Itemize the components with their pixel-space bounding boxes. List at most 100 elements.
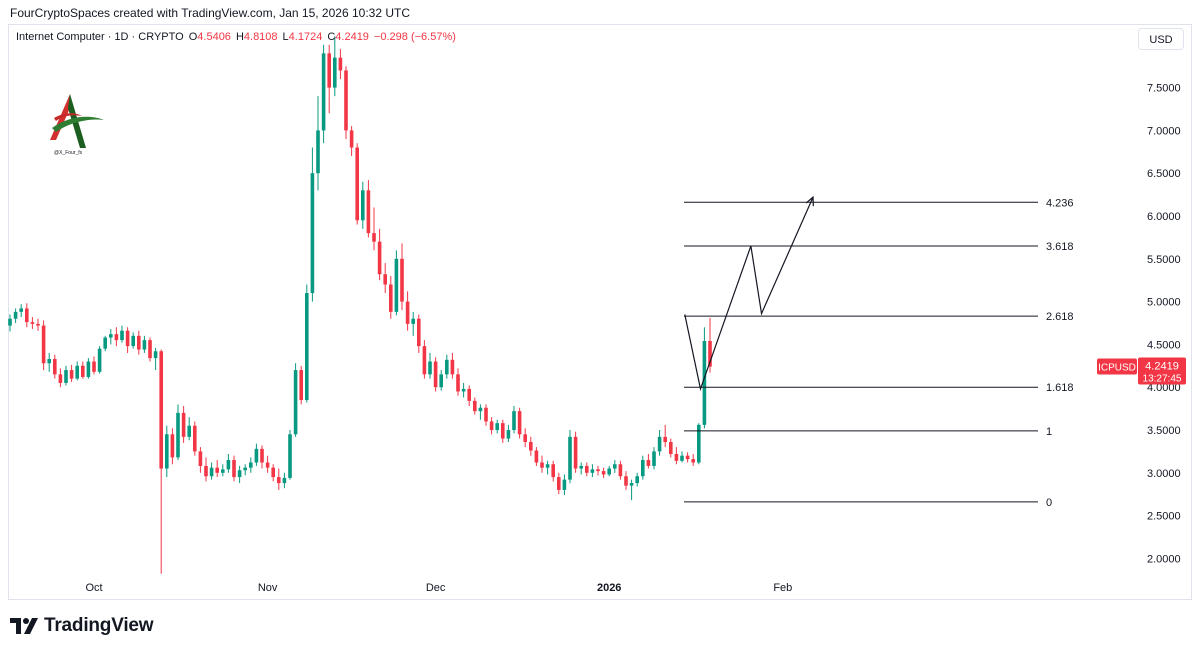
candle xyxy=(439,370,443,391)
candle xyxy=(450,352,455,379)
candle xyxy=(243,464,247,476)
candle xyxy=(69,364,74,383)
candle xyxy=(635,472,639,487)
candle-body xyxy=(349,130,354,148)
candle-body xyxy=(305,293,309,401)
projection-path[interactable] xyxy=(684,195,814,392)
candle-body xyxy=(445,359,449,375)
candle-body xyxy=(187,425,191,437)
candle xyxy=(411,311,415,336)
candle-body xyxy=(232,459,236,478)
watermark-logo: @X_Four_fs xyxy=(50,94,104,156)
candle xyxy=(25,303,29,328)
candle-body xyxy=(389,284,393,312)
candle-body xyxy=(523,434,527,442)
candle xyxy=(405,291,410,331)
candle xyxy=(573,431,578,473)
candle xyxy=(254,443,259,466)
candle-body xyxy=(81,365,85,377)
candle xyxy=(417,314,421,353)
candle-body xyxy=(226,459,231,470)
candle-body xyxy=(461,388,466,392)
logo-swoosh-red xyxy=(54,113,82,121)
x-tick-label: Nov xyxy=(258,582,278,594)
candle-body xyxy=(473,400,477,412)
candle xyxy=(545,460,550,475)
candle-body xyxy=(669,441,673,454)
candle xyxy=(400,243,404,311)
candle xyxy=(344,66,348,139)
candle xyxy=(495,419,499,434)
candle-body xyxy=(103,337,107,349)
candle-body xyxy=(338,57,343,71)
candle xyxy=(445,354,449,379)
candle-body xyxy=(271,467,275,478)
candle-body xyxy=(641,459,645,477)
candle xyxy=(657,430,662,456)
candle-body xyxy=(47,358,51,364)
candle-body xyxy=(148,340,152,359)
candle xyxy=(36,318,40,331)
candle xyxy=(523,428,527,448)
candle-body xyxy=(165,434,169,469)
candle xyxy=(282,472,287,489)
candle xyxy=(596,465,600,476)
candle-body xyxy=(355,147,359,221)
fib-level-label: 3.618 xyxy=(1046,241,1074,253)
tradingview-icon xyxy=(10,618,38,634)
candle xyxy=(372,207,376,251)
currency-button[interactable]: USD xyxy=(1138,28,1184,50)
candle-body xyxy=(708,340,712,367)
candle-body xyxy=(624,476,628,486)
candle-body xyxy=(153,351,158,359)
candle xyxy=(131,332,135,349)
tradingview-wordmark: TradingView xyxy=(44,615,154,636)
legend-open-value: 4.5406 xyxy=(197,31,231,43)
symbol-legend: Internet Computer · 1D · CRYPTO O4.5406 H4… xyxy=(16,31,456,43)
candle-body xyxy=(86,361,91,377)
candle-body xyxy=(64,370,68,383)
candle-body xyxy=(299,370,303,401)
y-tick-label: 3.0000 xyxy=(1147,468,1181,480)
candle xyxy=(529,436,533,456)
candle xyxy=(109,328,113,345)
projection-line xyxy=(684,196,814,392)
candle xyxy=(125,327,130,353)
candle-body xyxy=(450,359,455,375)
candle xyxy=(226,453,231,473)
fib-extension[interactable]: 0 1 1.618 2.618 3.618 4.236 xyxy=(684,197,1074,509)
candle xyxy=(148,337,152,362)
candle xyxy=(193,421,197,456)
candle xyxy=(607,465,611,477)
candle xyxy=(697,423,701,465)
candle-body xyxy=(159,351,163,469)
candle xyxy=(271,464,275,482)
candle xyxy=(540,455,544,473)
candle-body xyxy=(181,412,186,437)
candle-body xyxy=(590,469,595,473)
candle xyxy=(383,263,387,294)
candle-body xyxy=(428,361,432,375)
candle xyxy=(260,445,264,469)
candle-body xyxy=(288,434,292,478)
y-tick-label: 7.0000 xyxy=(1147,125,1181,137)
y-tick-label: 5.5000 xyxy=(1147,254,1181,266)
candle-body xyxy=(19,308,23,312)
candle-body xyxy=(125,330,130,347)
candle-body xyxy=(30,322,35,324)
candle-body xyxy=(237,470,242,478)
candle-body xyxy=(545,464,550,468)
y-tick-label: 3.5000 xyxy=(1147,425,1181,437)
candle-body xyxy=(573,436,578,469)
logo-handle: @X_Four_fs xyxy=(54,150,83,156)
x-tick-label: 2026 xyxy=(597,582,621,594)
candle xyxy=(277,468,281,490)
candle xyxy=(170,428,175,465)
candle xyxy=(198,447,203,473)
candle-body xyxy=(529,441,533,451)
candle-body xyxy=(58,374,63,383)
tradingview-logo[interactable]: TradingView xyxy=(10,615,154,637)
candle-body xyxy=(585,465,589,473)
candle-body xyxy=(646,459,651,466)
